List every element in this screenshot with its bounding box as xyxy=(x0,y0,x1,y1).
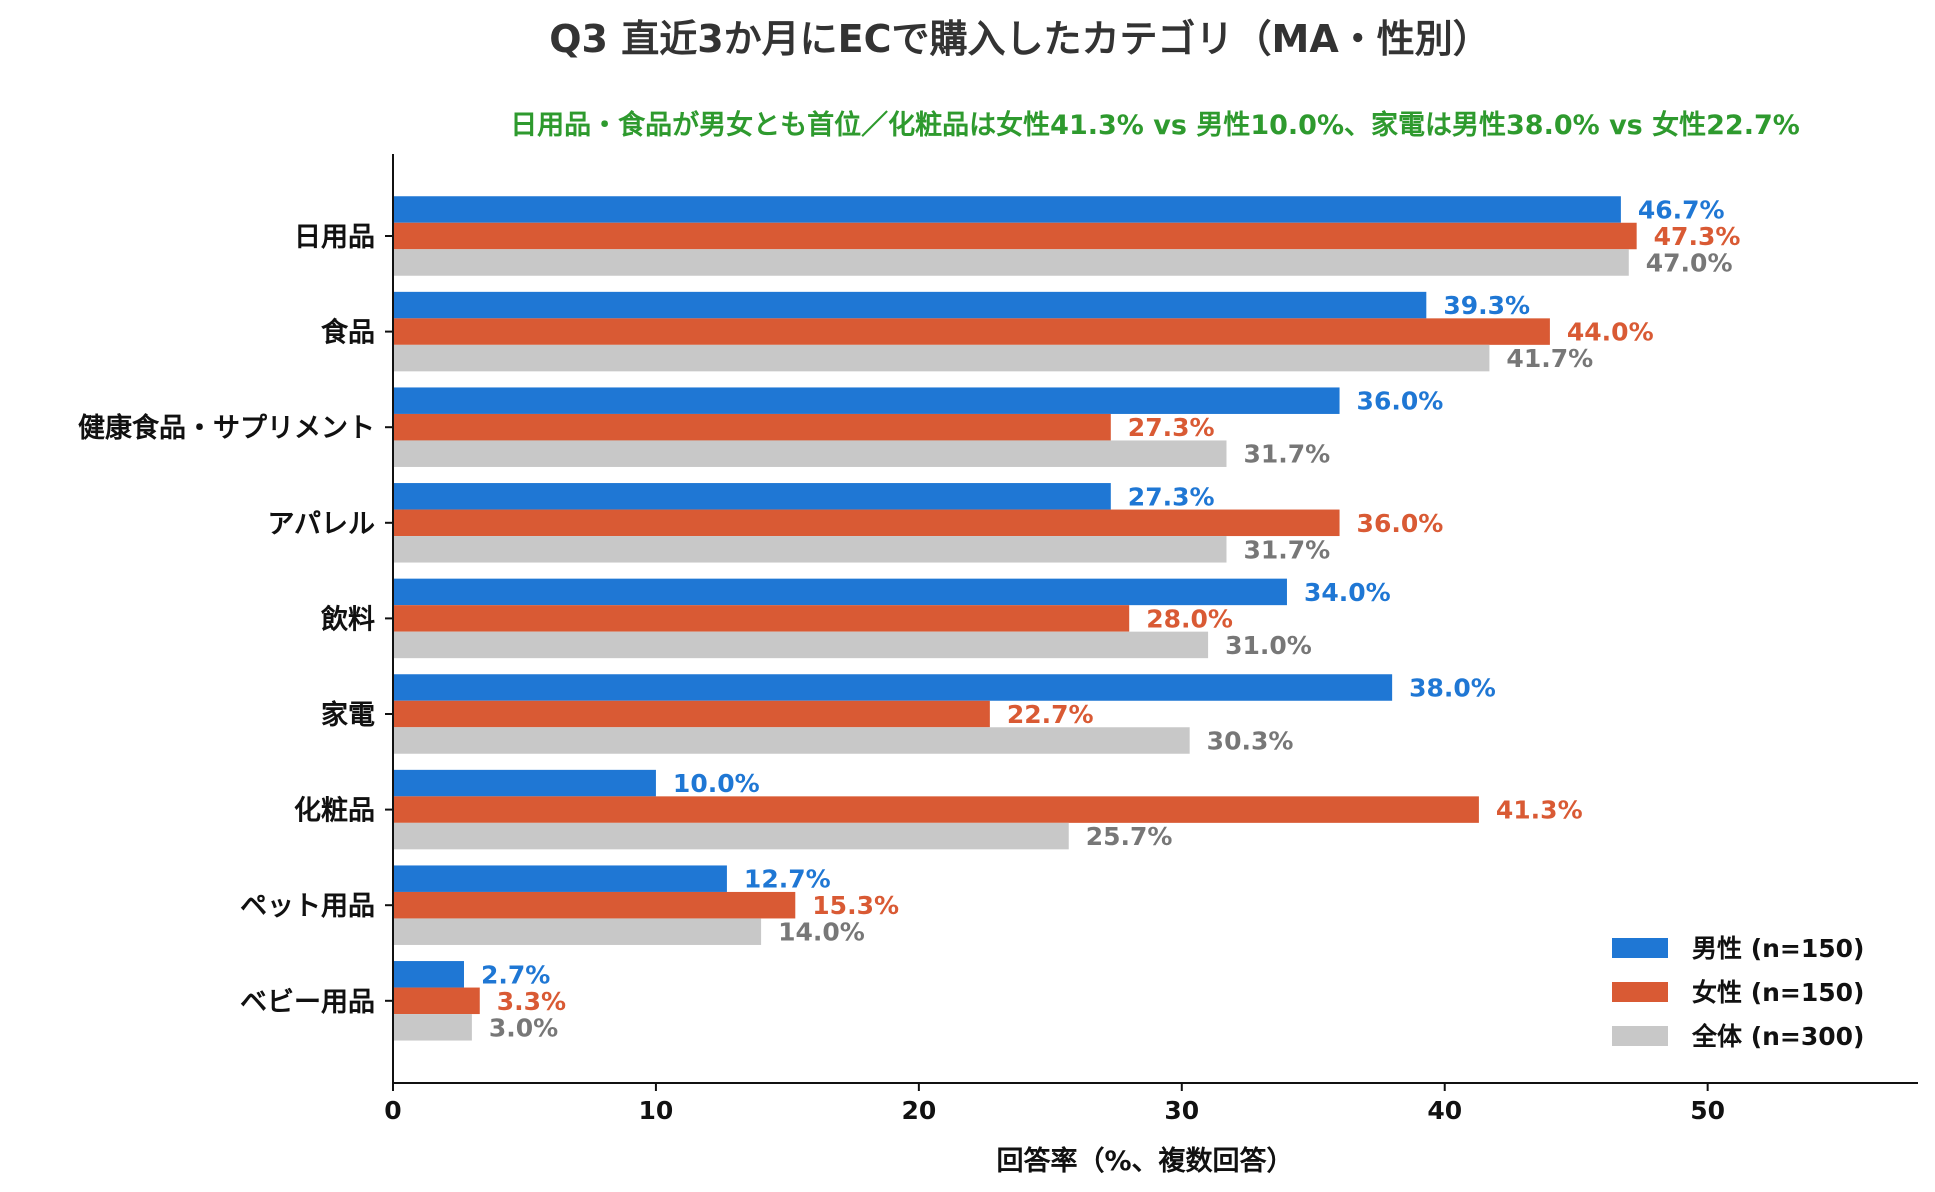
data-label: 31.7% xyxy=(1243,535,1330,564)
x-tick-label: 40 xyxy=(1427,1096,1462,1125)
bar xyxy=(393,987,480,1015)
bar xyxy=(393,222,1637,250)
bar xyxy=(393,318,1550,345)
data-label: 27.3% xyxy=(1128,482,1215,511)
category-label: ベビー用品 xyxy=(240,987,375,1018)
category-label: 健康食品・サプリメント xyxy=(78,412,375,444)
category-label: 日用品 xyxy=(294,222,375,253)
bar xyxy=(393,891,796,919)
data-label: 3.0% xyxy=(489,1013,558,1042)
data-label: 44.0% xyxy=(1567,318,1654,347)
bar xyxy=(393,700,990,728)
data-label: 41.3% xyxy=(1496,796,1583,825)
category-label: アパレル xyxy=(268,509,375,540)
x-tick-label: 20 xyxy=(901,1096,936,1125)
bar xyxy=(393,413,1111,441)
bar xyxy=(393,631,1209,659)
chart-title: Q3 直近3か月にECで購入したカテゴリ（MA・性別） xyxy=(549,17,1491,61)
data-label: 14.0% xyxy=(778,918,865,947)
data-label: 27.3% xyxy=(1128,413,1215,442)
bar xyxy=(393,344,1490,372)
bar xyxy=(393,509,1340,537)
bar xyxy=(393,249,1629,276)
legend-swatch xyxy=(1612,1026,1668,1046)
bar xyxy=(393,291,1427,319)
data-label: 36.0% xyxy=(1357,387,1444,416)
x-tick-label: 10 xyxy=(639,1096,674,1125)
legend-swatch xyxy=(1612,938,1668,958)
data-label: 39.3% xyxy=(1443,291,1530,320)
data-label: 38.0% xyxy=(1409,674,1496,703)
data-label: 15.3% xyxy=(812,891,899,920)
bar xyxy=(393,483,1111,510)
legend-label: 全体 (n=300) xyxy=(1691,1022,1865,1051)
category-label: 飲料 xyxy=(320,603,375,635)
bar xyxy=(393,387,1340,414)
category-label: 家電 xyxy=(321,699,375,731)
chart-subtitle: 日用品・食品が男女とも首位／化粧品は女性41.3% vs 男性10.0%、家電は… xyxy=(510,109,1800,141)
data-label: 28.0% xyxy=(1146,604,1233,633)
data-label: 3.3% xyxy=(497,987,566,1016)
data-label: 12.7% xyxy=(744,865,831,894)
bar xyxy=(393,536,1227,563)
category-label: 化粧品 xyxy=(294,796,375,827)
bar xyxy=(393,196,1621,223)
category-label: ペット用品 xyxy=(240,891,375,922)
bar xyxy=(393,822,1069,850)
bar xyxy=(393,727,1190,754)
legend-label: 女性 (n=150) xyxy=(1692,978,1865,1007)
bar xyxy=(393,865,727,892)
category-label: 食品 xyxy=(321,317,375,349)
legend-swatch xyxy=(1612,982,1668,1002)
data-label: 30.3% xyxy=(1207,727,1294,756)
data-label: 47.0% xyxy=(1646,249,1733,278)
legend: 男性 (n=150) 女性 (n=150) 全体 (n=300) xyxy=(1612,934,1865,1051)
data-label: 34.0% xyxy=(1304,578,1391,607)
x-tick-label: 30 xyxy=(1164,1096,1199,1125)
data-label: 2.7% xyxy=(481,960,550,989)
bar xyxy=(393,961,464,988)
legend-label: 男性 (n=150) xyxy=(1692,934,1865,963)
bar xyxy=(393,769,656,797)
bar xyxy=(393,440,1227,467)
x-axis-title: 回答率（%、複数回答） xyxy=(996,1145,1293,1177)
bar xyxy=(393,918,762,945)
data-label: 31.0% xyxy=(1225,631,1312,660)
data-label: 31.7% xyxy=(1243,440,1330,469)
x-tick-label: 0 xyxy=(384,1096,401,1125)
data-label: 41.7% xyxy=(1506,344,1593,373)
data-label: 46.7% xyxy=(1638,196,1725,225)
bar xyxy=(393,796,1479,823)
bar xyxy=(393,605,1130,632)
bar xyxy=(393,578,1287,606)
x-tick-label: 50 xyxy=(1690,1096,1725,1125)
data-label: 10.0% xyxy=(673,769,760,798)
data-label: 47.3% xyxy=(1654,222,1741,251)
data-label: 36.0% xyxy=(1357,509,1444,538)
data-label: 25.7% xyxy=(1086,822,1173,851)
bar xyxy=(393,674,1393,701)
bar xyxy=(393,1014,472,1041)
data-label: 22.7% xyxy=(1007,700,1094,729)
bars-layer: 46.7%47.3%47.0% 39.3% 44.0%41.7% 36.0% 27.3%… xyxy=(393,196,1741,1042)
